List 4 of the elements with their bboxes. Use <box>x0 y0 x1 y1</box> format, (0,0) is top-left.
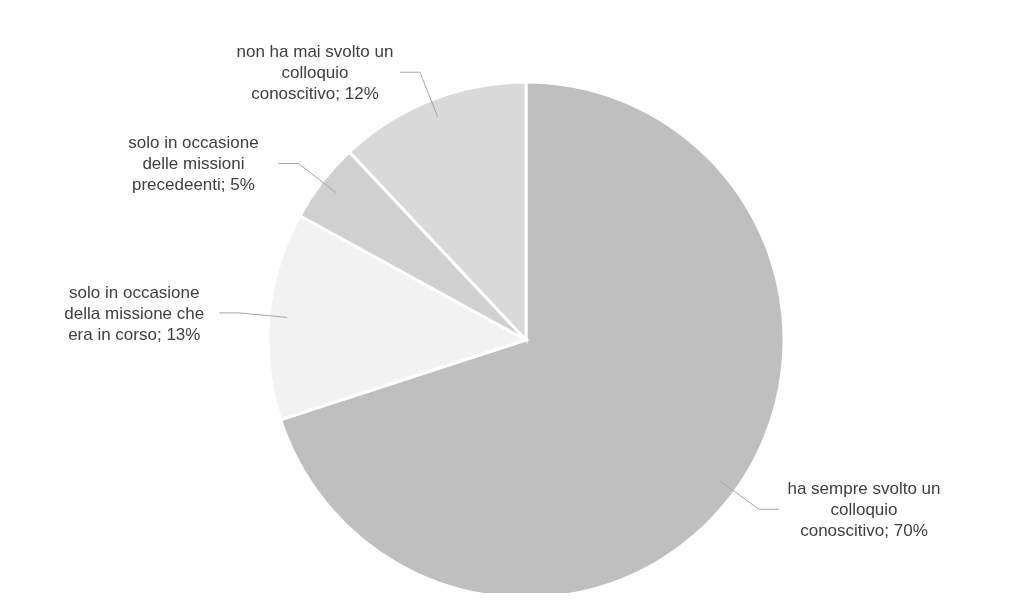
slice-label: ha sempre svolto un colloquio conoscitivo; 70% <box>787 479 941 541</box>
slice-label: solo in occasione della missione che era in corso; 13% <box>64 282 205 344</box>
slice-label: non ha mai svolto un colloquio conoscitivo; 12% <box>236 42 394 104</box>
slice-label: solo in occasione delle missioni precedeenti; 5% <box>128 133 259 195</box>
